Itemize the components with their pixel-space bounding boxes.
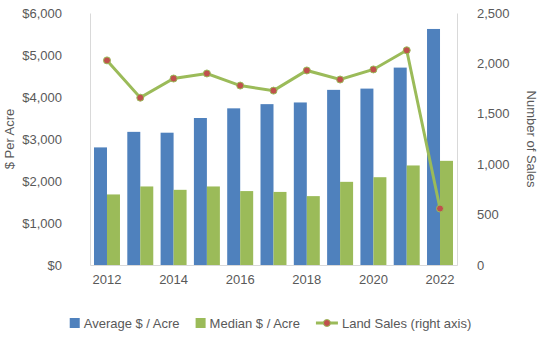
marker (170, 75, 177, 82)
bar (274, 192, 287, 265)
bar (94, 147, 107, 265)
tick-label: 2,500 (477, 6, 510, 21)
marker (403, 47, 410, 54)
tick-label: 500 (477, 207, 499, 222)
axis-title: Number of Sales (524, 91, 539, 188)
tick: $4,000 (22, 90, 90, 105)
marker (303, 67, 310, 74)
axis-line (91, 265, 458, 266)
bar (373, 177, 386, 265)
tick: 2012 (93, 265, 122, 287)
legend-item: Median $ / Acre (196, 316, 300, 331)
marker (337, 76, 344, 83)
bar (407, 165, 420, 265)
tick-label: 2014 (159, 272, 188, 287)
tick-label: $3,000 (22, 132, 62, 147)
tick: $6,000 (22, 6, 90, 21)
tick: $0 (48, 258, 90, 273)
legend-symbol (70, 318, 80, 328)
y2-axis: 0 500 1,000 1,500 2,000 2,500 (457, 6, 510, 273)
bar (240, 191, 253, 265)
tick-label: 0 (477, 258, 484, 273)
bar (127, 132, 140, 265)
bar (107, 194, 120, 265)
tick: 1,000 (457, 157, 510, 172)
tick-label: $6,000 (22, 6, 62, 21)
bar (227, 108, 240, 265)
tick: 2016 (226, 265, 255, 287)
bar (161, 133, 174, 265)
bar (194, 118, 207, 265)
marker (103, 57, 110, 64)
bar (327, 90, 340, 265)
tick-label: $1,000 (22, 216, 62, 231)
marker (370, 66, 377, 73)
axis-title: $ Per Acre (2, 109, 17, 170)
tick: 2,000 (457, 56, 510, 71)
marker (203, 70, 210, 77)
bar (207, 186, 220, 265)
tick: $2,000 (22, 174, 90, 189)
marker (237, 82, 244, 89)
bar (174, 190, 187, 265)
bar (340, 182, 353, 265)
tick-label: 2016 (226, 272, 255, 287)
legend-label: Land Sales (right axis) (342, 316, 471, 331)
tick: 2022 (426, 265, 455, 287)
tick-label: $5,000 (22, 48, 62, 63)
tick: 2,500 (457, 6, 510, 21)
tick-label: 2020 (359, 272, 388, 287)
tick-label: $0 (48, 258, 62, 273)
legend: Average $ / Acre Median $ / Acre Land Sale… (70, 316, 472, 331)
bar (360, 89, 373, 265)
bar (440, 161, 453, 265)
legend-item: Land Sales (right axis) (316, 316, 471, 331)
bar (294, 102, 307, 265)
plot-area (94, 29, 453, 265)
bar-series (94, 29, 440, 265)
tick-label: 2012 (93, 272, 122, 287)
tick: 2020 (359, 265, 388, 287)
legend-item: Average $ / Acre (70, 316, 180, 331)
legend-symbol (196, 318, 206, 328)
tick: $1,000 (22, 216, 90, 231)
tick-label: $4,000 (22, 90, 62, 105)
legend-label: Average $ / Acre (84, 316, 180, 331)
tick-label: 2018 (292, 272, 321, 287)
tick: $3,000 (22, 132, 90, 147)
tick: 500 (457, 207, 499, 222)
marker (437, 205, 444, 212)
tick: 2018 (292, 265, 321, 287)
tick-label: 1,500 (477, 106, 510, 121)
bar (307, 196, 320, 265)
bar (427, 29, 440, 265)
tick: 2014 (159, 265, 188, 287)
tick-label: $2,000 (22, 174, 62, 189)
tick: $5,000 (22, 48, 90, 63)
tick-label: 1,000 (477, 157, 510, 172)
axis-line (457, 14, 458, 266)
bar (261, 104, 274, 265)
line (107, 50, 440, 208)
marker (270, 87, 277, 94)
tick-label: 2022 (426, 272, 455, 287)
bar (140, 186, 153, 265)
legend-symbol (323, 320, 330, 327)
bar (394, 68, 407, 265)
legend-label: Median $ / Acre (210, 316, 300, 331)
marker (137, 94, 144, 101)
chart: 2012 2014 2016 2018 2020 2022 $0 $1,000 $2,000 $3… (0, 0, 541, 340)
tick: 0 (457, 258, 484, 273)
tick: 1,500 (457, 106, 510, 121)
tick-label: 2,000 (477, 56, 510, 71)
axis-line (90, 14, 91, 266)
y-axis: $0 $1,000 $2,000 $3,000 $4,000 $5,000 $6,000 (22, 6, 90, 273)
x-axis: 2012 2014 2016 2018 2020 2022 (91, 265, 458, 287)
bar-series (107, 161, 453, 265)
